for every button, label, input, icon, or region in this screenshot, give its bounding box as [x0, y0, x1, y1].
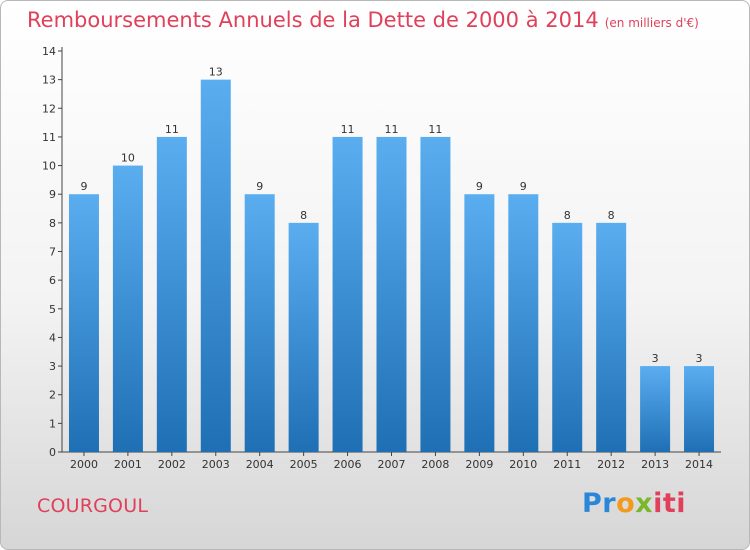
y-tick-label: 9 [49, 188, 56, 201]
y-tick-label: 14 [42, 45, 56, 58]
x-tick-label: 2000 [70, 458, 98, 471]
y-tick-label: 6 [49, 274, 56, 287]
y-tick-label: 3 [49, 360, 56, 373]
x-tick-label: 2003 [202, 458, 230, 471]
x-tick-label: 2012 [597, 458, 625, 471]
bar-value-label: 3 [652, 352, 659, 365]
bar [332, 136, 363, 452]
bar [508, 194, 539, 452]
x-tick-label: 2011 [553, 458, 581, 471]
y-tick-label: 5 [49, 303, 56, 316]
x-tick-label: 2014 [685, 458, 713, 471]
bar [640, 366, 671, 452]
bar [244, 194, 275, 452]
bar [288, 222, 319, 452]
y-tick-label: 2 [49, 389, 56, 402]
y-tick-label: 12 [42, 102, 56, 115]
bar [200, 79, 231, 453]
proxiti-logo: Proxiti [582, 488, 687, 519]
x-tick-label: 2013 [641, 458, 669, 471]
bar-value-label: 9 [476, 180, 483, 193]
x-tick-label: 2006 [334, 458, 362, 471]
bar-value-label: 13 [209, 66, 223, 79]
bar [68, 194, 99, 452]
y-tick-label: 8 [49, 217, 56, 230]
bar [596, 222, 627, 452]
bar [420, 136, 451, 452]
y-tick-label: 1 [49, 417, 56, 430]
x-tick-label: 2008 [421, 458, 449, 471]
chart-title: Remboursements Annuels de la Dette de 20… [27, 8, 699, 32]
y-tick-label: 4 [49, 331, 56, 344]
bar [552, 222, 583, 452]
y-tick-label: 11 [42, 131, 56, 144]
x-tick-label: 2007 [378, 458, 406, 471]
bar [464, 194, 495, 452]
bar-value-label: 8 [608, 209, 615, 222]
x-tick-label: 2002 [158, 458, 186, 471]
unit-label: (en milliers d'€) [604, 16, 699, 30]
bar-value-label: 11 [385, 123, 399, 136]
y-tick-label: 0 [49, 446, 56, 459]
bar-value-label: 10 [121, 152, 135, 165]
bar-value-label: 9 [520, 180, 527, 193]
bar [684, 366, 715, 452]
y-tick-label: 7 [49, 246, 56, 259]
bar [376, 136, 407, 452]
x-tick-label: 2010 [509, 458, 537, 471]
bar-value-label: 11 [165, 123, 179, 136]
y-tick-label: 13 [42, 74, 56, 87]
y-tick-label: 10 [42, 160, 56, 173]
bar-value-label: 11 [428, 123, 442, 136]
bar [112, 165, 143, 453]
bar-value-label: 3 [696, 352, 703, 365]
x-tick-label: 2005 [290, 458, 318, 471]
bar-value-label: 8 [564, 209, 571, 222]
commune-name: COURGOUL [37, 495, 149, 517]
x-tick-label: 2001 [114, 458, 142, 471]
bar [156, 136, 187, 452]
bar-value-label: 8 [300, 209, 307, 222]
bar-value-label: 9 [80, 180, 87, 193]
bar-value-label: 9 [256, 180, 263, 193]
x-tick-label: 2004 [246, 458, 274, 471]
x-tick-label: 2009 [465, 458, 493, 471]
bar-value-label: 11 [341, 123, 355, 136]
